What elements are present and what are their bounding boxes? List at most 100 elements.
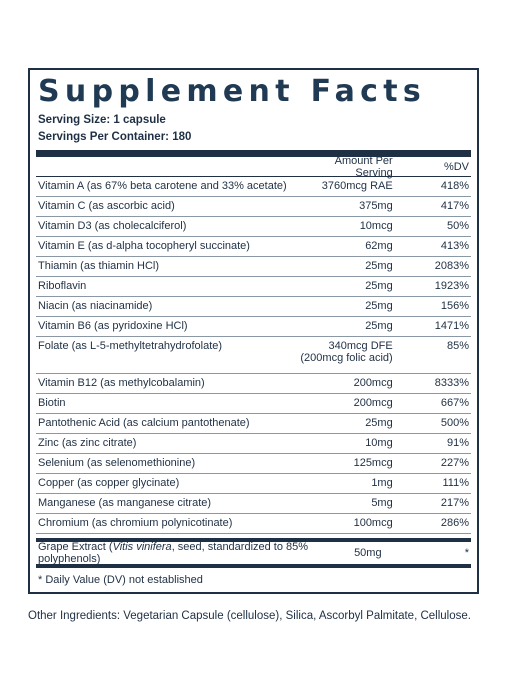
table-row: Manganese (as manganese citrate) 5mg 217% [36, 494, 471, 514]
table-row-grape: Grape Extract (Vitis vinifera, seed, sta… [36, 541, 471, 568]
servings-per-container: Servings Per Container: 180 [38, 131, 192, 143]
nutrient-amount: 25mg [298, 417, 393, 429]
table-row: Chromium (as chromium polynicotinate) 100… [36, 514, 471, 534]
nutrient-name: Pantothenic Acid (as calcium pantothenat… [38, 417, 250, 429]
nutrient-amount-value: 200mcg [353, 377, 393, 389]
nutrient-dv: 217% [440, 497, 470, 509]
nutrient-name: Thiamin (as thiamin HCl) [38, 260, 160, 272]
nutrient-name: Riboflavin [38, 280, 87, 292]
nutrient-dv: 1471% [434, 320, 470, 332]
nutrient-table: Vitamin A (as 67% beta carotene and 33% … [36, 177, 471, 534]
nutrient-amount-value: 125mcg [353, 457, 393, 469]
nutrient-name: Chromium (as chromium polynicotinate) [38, 517, 233, 529]
table-row: Vitamin B12 (as methylcobalamin) 200mcg 83… [36, 374, 471, 394]
nutrient-amount: 5mg [298, 497, 393, 509]
nutrient-amount: 100mcg [298, 517, 393, 529]
nutrient-amount-note: (200mcg folic acid) [300, 352, 393, 364]
nutrient-dv: 500% [440, 417, 470, 429]
header-amount: Amount Per Serving [334, 154, 393, 179]
nutrient-name: Vitamin E (as d-alpha tocopheryl succina… [38, 240, 250, 252]
nutrient-name: Vitamin B6 (as pyridoxine HCl) [38, 320, 188, 332]
nutrient-dv: 413% [440, 240, 470, 252]
nutrient-amount-value: 25mg [365, 320, 393, 332]
nutrient-amount-value: 10mcg [359, 220, 393, 232]
nutrient-amount-value: 62mg [365, 240, 393, 252]
nutrient-name: Manganese (as manganese citrate) [38, 497, 212, 509]
nutrient-dv: 667% [440, 397, 470, 409]
nutrient-amount: 25mg [298, 300, 393, 312]
thick-divider [36, 150, 471, 157]
nutrient-name: Vitamin B12 (as methylcobalamin) [38, 377, 205, 389]
nutrient-amount-value: 3760mcg RAE [321, 180, 393, 192]
nutrient-amount-value: 25mg [365, 260, 393, 272]
nutrient-amount-value: 100mcg [353, 517, 393, 529]
nutrient-name: Folate (as L-5-methyltetrahydrofolate) [38, 340, 223, 352]
nutrient-amount: 62mg [298, 240, 393, 252]
nutrient-amount-value: 25mg [365, 300, 393, 312]
nutrient-amount: 10mg [298, 437, 393, 449]
section-divider [36, 538, 471, 542]
other-ingredients: Other Ingredients: Vegetarian Capsule (c… [28, 610, 471, 622]
header-dv: %DV [443, 160, 470, 173]
grape-amount: 50mg [354, 547, 382, 559]
nutrient-name: Biotin [38, 397, 66, 409]
nutrient-dv: 417% [440, 200, 470, 212]
nutrient-name: Selenium (as selenomethionine) [38, 457, 196, 469]
nutrient-name: Zinc (as zinc citrate) [38, 437, 137, 449]
nutrient-amount-value: 1mg [371, 477, 393, 489]
table-row: Vitamin B6 (as pyridoxine HCl) 25mg 1471% [36, 317, 471, 337]
table-row: Biotin 200mcg 667% [36, 394, 471, 414]
nutrient-amount: 200mcg [298, 377, 393, 389]
nutrient-amount: 200mcg [298, 397, 393, 409]
grape-name: Grape Extract (Vitis vinifera, seed, sta… [36, 541, 354, 565]
nutrient-dv: 1923% [434, 280, 470, 292]
nutrient-amount-value: 10mg [365, 437, 393, 449]
table-row: Copper (as copper glycinate) 1mg 111% [36, 474, 471, 494]
nutrient-dv: 50% [446, 220, 470, 232]
nutrient-amount: 25mg [298, 260, 393, 272]
nutrient-amount: 3760mcg RAE [298, 180, 393, 192]
nutrient-amount-value: 375mg [359, 200, 393, 212]
panel-title: Supplement Facts [38, 74, 427, 109]
nutrient-name: Copper (as copper glycinate) [38, 477, 180, 489]
nutrient-dv: 111% [442, 477, 470, 489]
nutrient-amount-value: 340mcg DFE [328, 340, 393, 352]
nutrient-dv: 85% [446, 340, 470, 352]
nutrient-amount-value: 5mg [371, 497, 393, 509]
grape-dv: * [464, 547, 469, 559]
nutrient-amount: 1mg [298, 477, 393, 489]
table-row: Vitamin A (as 67% beta carotene and 33% … [36, 177, 471, 197]
table-row: Selenium (as selenomethionine) 125mcg 227% [36, 454, 471, 474]
nutrient-name: Niacin (as niacinamide) [38, 300, 153, 312]
nutrient-amount: 10mcg [298, 220, 393, 232]
nutrient-amount: 375mg [298, 200, 393, 212]
nutrient-name: Vitamin A (as 67% beta carotene and 33% … [38, 180, 287, 192]
nutrient-dv: 418% [440, 180, 470, 192]
table-row: Zinc (as zinc citrate) 10mg 91% [36, 434, 471, 454]
table-row: Thiamin (as thiamin HCl) 25mg 2083% [36, 257, 471, 277]
table-row: Riboflavin 25mg 1923% [36, 277, 471, 297]
nutrient-amount: 125mcg [298, 457, 393, 469]
nutrient-amount: 340mcg DFE (200mcg folic acid) [298, 340, 393, 364]
nutrient-dv: 8333% [434, 377, 470, 389]
grape-name-suffix: , seed, standardized to 85% polyphenols) [38, 541, 309, 565]
footnote: * Daily Value (DV) not established [38, 574, 203, 586]
nutrient-dv: 156% [440, 300, 470, 312]
table-header: Amount Per Serving %DV [36, 154, 471, 179]
table-row: Vitamin D3 (as cholecalciferol) 10mcg 50% [36, 217, 471, 237]
nutrient-dv: 2083% [434, 260, 470, 272]
nutrient-amount: 25mg [298, 320, 393, 332]
table-row: Vitamin E (as d-alpha tocopheryl succina… [36, 237, 471, 257]
table-row: Pantothenic Acid (as calcium pantothenat… [36, 414, 471, 434]
nutrient-name: Vitamin D3 (as cholecalciferol) [38, 220, 187, 232]
grape-name-latin: Vitis vinifera [112, 541, 172, 553]
nutrient-name: Vitamin C (as ascorbic acid) [38, 200, 175, 212]
nutrient-dv: 91% [446, 437, 470, 449]
serving-size: Serving Size: 1 capsule [38, 114, 166, 126]
nutrient-dv: 286% [440, 517, 470, 529]
table-row: Vitamin C (as ascorbic acid) 375mg 417% [36, 197, 471, 217]
nutrient-amount-value: 25mg [365, 417, 393, 429]
nutrient-amount-value: 200mcg [353, 397, 393, 409]
nutrient-dv: 227% [440, 457, 470, 469]
table-row: Niacin (as niacinamide) 25mg 156% [36, 297, 471, 317]
